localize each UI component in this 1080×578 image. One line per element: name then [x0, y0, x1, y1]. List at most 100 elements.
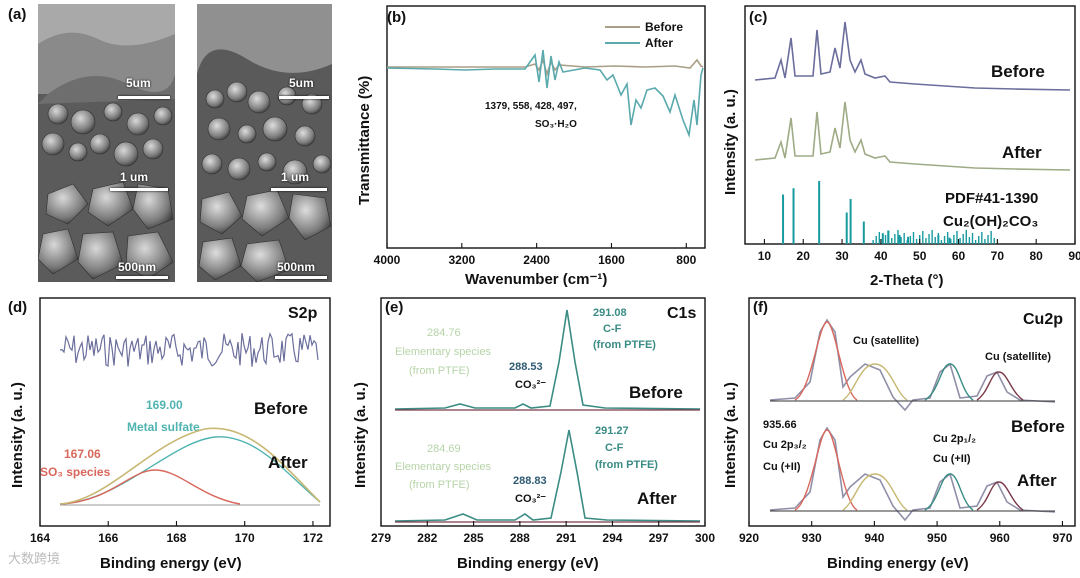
f-xlabel: Binding energy (eV)	[827, 555, 969, 572]
d-before-line	[59, 331, 319, 367]
x-tick-label-c-7: 80	[1029, 249, 1043, 263]
scale-bar-500nm-right	[275, 276, 327, 279]
x-tick-label-d-1: 166	[98, 531, 118, 545]
panel-c-chart: (c) Before After PDF#41-1390 Cu₂(OH)₂CO₃…	[722, 5, 1080, 289]
c-ylabel: Intensity (a. u.)	[722, 89, 739, 195]
panel-e-chart: (e) C1s 284.76 Elementary species (from …	[352, 297, 715, 572]
b-legend-after: After	[645, 36, 673, 50]
x-tick-label-f-2: 940	[864, 531, 884, 545]
x-tick-label-f-5: 970	[1052, 531, 1072, 545]
x-tick-label-e-7: 300	[695, 531, 715, 545]
x-tick-label-b-2: 2400	[523, 253, 550, 267]
sem-texture-right	[197, 4, 332, 282]
d-peak1-name: Metal sulfate	[127, 420, 200, 434]
d-title: S2p	[288, 305, 318, 322]
e-a-peak1-value: 284.69	[427, 443, 461, 455]
x-tick-label-f-3: 950	[927, 531, 947, 545]
e-title: C1s	[667, 305, 696, 322]
e-b-peak1-src: (from PTFE)	[409, 365, 470, 377]
e-b-peak2-name: CO₃²⁻	[515, 379, 546, 391]
f-before-line	[769, 318, 1056, 412]
panel-b-label: (b)	[387, 9, 406, 26]
d-after-text: After	[268, 453, 308, 472]
panel-d-label: (d)	[8, 299, 27, 316]
scale-label-5um-right: 5um	[289, 76, 314, 90]
f-ylabel: Intensity (a. u.)	[722, 382, 739, 488]
panel-d-frame	[39, 297, 331, 527]
sem-image-after: 5um 1 um 500nm	[197, 4, 332, 282]
c-xlabel: 2-Theta (°)	[870, 272, 944, 289]
x-tick-label-f-4: 960	[990, 531, 1010, 545]
scale-label-5um-left: 5um	[126, 76, 151, 90]
x-tick-label-e-2: 285	[464, 531, 484, 545]
scale-bar-500nm-left	[116, 276, 168, 279]
scale-bar-1um-left	[110, 188, 168, 191]
e-a-peak1-name: Elementary species	[395, 461, 491, 473]
b-after-line	[386, 49, 704, 139]
c-before-text: Before	[991, 62, 1045, 81]
b-xlabel: Wavenumber (cm⁻¹)	[465, 271, 607, 288]
d-before-text: Before	[254, 399, 308, 418]
x-tick-label-b-3: 1600	[598, 253, 625, 267]
e-before-text: Before	[629, 383, 683, 402]
x-tick-label-d-3: 170	[235, 531, 255, 545]
scale-bar-1um-right	[271, 188, 327, 191]
e-a-peak1-src: (from PTFE)	[409, 479, 470, 491]
x-tick-label-e-3: 288	[510, 531, 530, 545]
e-b-peak3-name: C-F	[603, 323, 622, 335]
e-after-text: After	[637, 489, 677, 508]
x-tick-label-d-2: 168	[166, 531, 186, 545]
c-after-line	[754, 101, 1071, 171]
x-tick-label-e-0: 279	[371, 531, 391, 545]
f-before-fit-4	[976, 371, 1024, 401]
x-tick-label-c-2: 30	[835, 249, 849, 263]
panel-a-label: (a)	[8, 6, 27, 23]
scale-bar-5um-left	[118, 96, 170, 99]
scale-label-1um-right: 1 um	[281, 170, 310, 184]
panel-b-chart: (b) Before After 1379, 558, 428, 497, SO…	[356, 5, 706, 288]
f-before-text: Before	[1011, 417, 1065, 436]
sem-image-before: 5um 1 um 500nm	[38, 4, 175, 282]
f-p32-value: 935.66	[763, 419, 797, 431]
c-compound-text: Cu₂(OH)₂CO₃	[943, 213, 1038, 230]
sem-texture-left	[38, 4, 175, 282]
x-tick-label-c-6: 70	[991, 249, 1005, 263]
x-tick-label-e-1: 282	[417, 531, 437, 545]
e-after-line	[394, 429, 701, 522]
b-annotation-1: 1379, 558, 428, 497,	[485, 101, 577, 112]
f-sat2: Cu (satellite)	[985, 351, 1051, 363]
x-tick-label-c-8: 90	[1068, 249, 1080, 263]
b-annotation-2: SO₃·H₂O	[535, 119, 577, 130]
d-x-ticks: 164 166 168 170 172	[30, 521, 323, 545]
d-peak2-name: SO₃ species	[40, 465, 111, 479]
scale-label-500nm-right: 500nm	[277, 260, 316, 274]
x-tick-label-e-6: 297	[649, 531, 669, 545]
x-tick-label-c-5: 60	[952, 249, 966, 263]
d-peak1-value: 169.00	[146, 398, 183, 412]
x-tick-label-f-0: 920	[739, 531, 759, 545]
x-tick-label-e-4: 291	[556, 531, 576, 545]
e-x-ticks: 279 282 285 288 291 294 297 300	[371, 521, 715, 545]
panel-b-frame	[386, 5, 706, 249]
panel-c-label: (c)	[749, 9, 767, 26]
x-tick-label-f-1: 930	[802, 531, 822, 545]
panel-f-label: (f)	[753, 299, 768, 316]
e-b-peak3-src: (from PTFE)	[593, 339, 656, 351]
c-before-line	[754, 21, 1071, 91]
f-x-ticks: 920 930 940 950 960 970	[739, 521, 1073, 545]
panel-e-frame	[380, 297, 706, 527]
x-tick-label-c-4: 50	[913, 249, 927, 263]
c-x-ticks: 10 20 30 40 50 60 70 80 90	[758, 239, 1080, 263]
f-after-fit-1	[794, 429, 858, 511]
d-after-envelope	[59, 427, 321, 505]
e-a-peak3-value: 291.27	[595, 425, 629, 437]
x-tick-label-d-0: 164	[30, 531, 50, 545]
panel-f-chart: (f) Cu2p Cu (satellite) Cu (satellite) B…	[722, 297, 1076, 572]
b-legend-before: Before	[645, 20, 683, 34]
d-fit-so3	[59, 469, 241, 505]
panel-a: (a)	[0, 0, 340, 290]
f-p32-state: Cu (+II)	[763, 461, 801, 473]
f-sat1: Cu (satellite)	[853, 335, 919, 347]
e-b-peak1-name: Elementary species	[395, 346, 491, 358]
e-a-peak3-name: C-F	[605, 442, 624, 454]
